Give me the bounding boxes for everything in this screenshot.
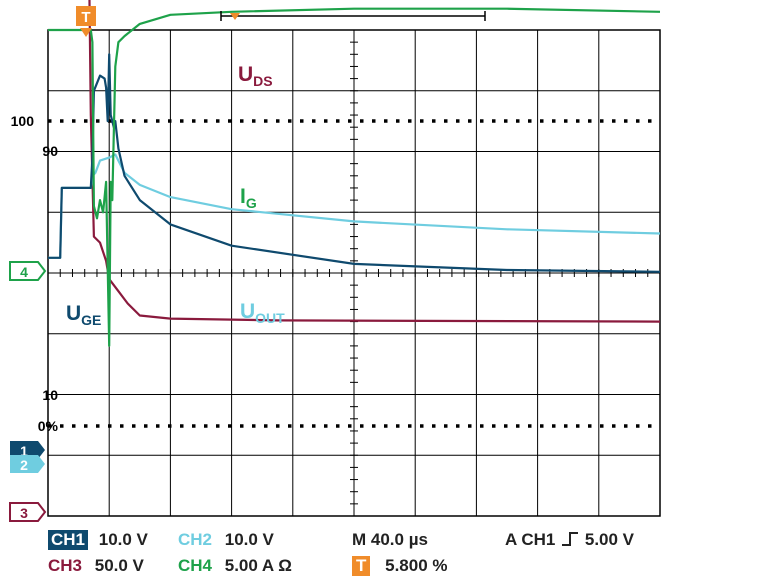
mark-90: 90 — [42, 143, 58, 159]
ch1-scale: 10.0 V — [98, 530, 148, 549]
svg-text:4: 4 — [20, 264, 28, 280]
rising-edge-icon — [562, 532, 579, 546]
time-position-bar — [220, 11, 486, 21]
label-uds: UDS — [238, 63, 273, 90]
label-ig: IG — [240, 185, 257, 212]
trigger-position: 5.800 % — [385, 556, 448, 575]
svg-text:1: 1 — [20, 443, 28, 459]
axis-marks: 100 90 10 0% — [11, 113, 59, 434]
mark-100: 100 — [11, 113, 35, 129]
ch2-marker[interactable]: 2 — [10, 455, 45, 473]
timebase-readout: M 40.0 µs — [352, 530, 428, 550]
label-uge: UGE — [66, 302, 102, 329]
ch4-label: CH4 — [178, 556, 213, 575]
trigger-readout: A CH1 5.00 V — [505, 530, 634, 550]
trace-uge — [48, 53, 661, 273]
mark-10: 10 — [42, 387, 58, 403]
mark-0: 0% — [38, 418, 59, 434]
ch2-label: CH2 — [178, 530, 213, 549]
ch3-marker[interactable]: 3 — [9, 502, 47, 522]
ch3-readout: CH3 50.0 V — [48, 556, 144, 576]
trace-uds — [88, 0, 661, 323]
ch1-marker[interactable]: 1 — [10, 441, 45, 459]
trigger-position-icon — [230, 13, 240, 20]
trigger-level: 5.00 V — [584, 530, 635, 549]
trigger-position-readout: T 5.800 % — [352, 556, 448, 576]
svg-text:T: T — [81, 9, 90, 26]
timebase: M 40.0 µs — [352, 530, 428, 549]
ch4-readout: CH4 5.00 A Ω — [178, 556, 292, 576]
graticule — [47, 29, 661, 517]
ch2-scale: 10.0 V — [224, 530, 274, 549]
ch1-readout: CH1 10.0 V — [48, 530, 148, 550]
trigger-position-icon-box: T — [352, 556, 371, 576]
trigger-source: A CH1 — [505, 530, 556, 549]
trigger-marker: T — [76, 6, 96, 37]
ch1-badge: CH1 — [48, 530, 89, 550]
ch4-marker[interactable]: 4 — [9, 261, 47, 281]
ch2-readout: CH2 10.0 V — [178, 530, 274, 550]
ch3-label: CH3 — [48, 556, 83, 575]
label-uout: UOUT — [240, 300, 285, 327]
svg-text:2: 2 — [20, 457, 28, 473]
ch3-scale: 50.0 V — [94, 556, 144, 575]
svg-text:3: 3 — [20, 505, 28, 521]
ch4-scale: 5.00 A Ω — [224, 556, 292, 575]
